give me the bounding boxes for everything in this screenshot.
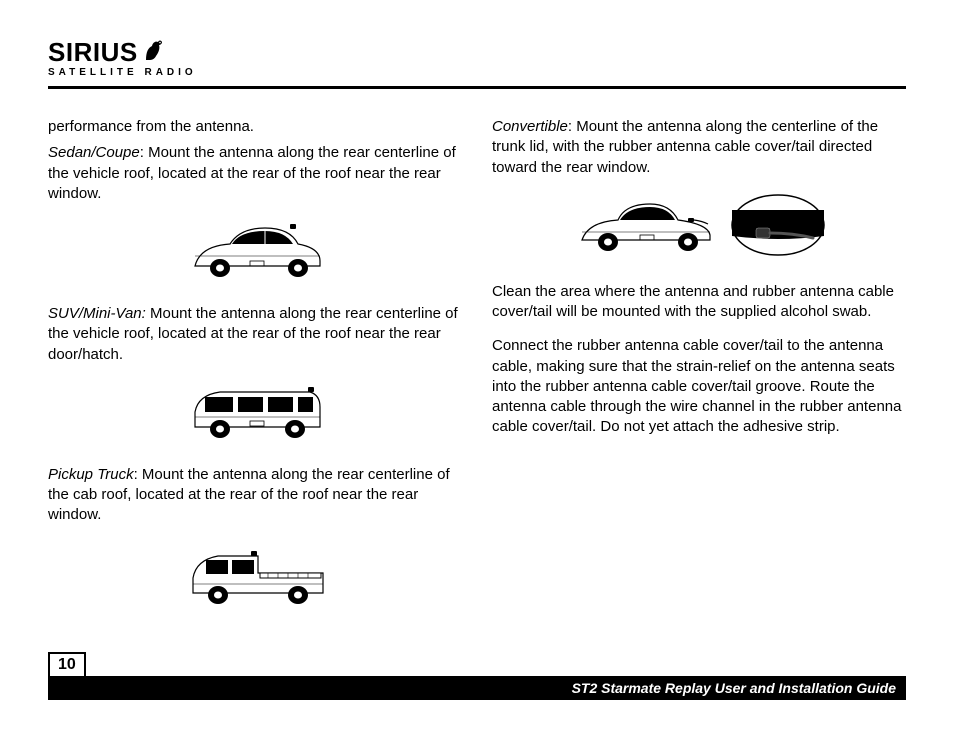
brand-logo: SIRIUS SATELLITE RADIO [48, 36, 197, 78]
page-footer: 10 ST2 Starmate Replay User and Installa… [48, 652, 906, 700]
left-column: performance from the antenna. Sedan/Coup… [48, 117, 462, 631]
antenna-detail-icon [728, 190, 828, 260]
convertible-illustration [492, 190, 906, 260]
intro-text: performance from the antenna. [48, 117, 462, 137]
pickup-illustration [48, 538, 462, 613]
suv-illustration [48, 377, 462, 447]
sedan-label: Sedan/Coupe [48, 144, 140, 161]
sedan-para: Sedan/Coupe: Mount the antenna along the… [48, 143, 462, 204]
footer-title-bar: ST2 Starmate Replay User and Installatio… [48, 676, 906, 700]
suv-label: SUV/Mini-Van: [48, 305, 146, 322]
brand-name: SIRIUS [48, 37, 138, 68]
suv-para: SUV/Mini-Van: Mount the antenna along th… [48, 304, 462, 365]
convertible-para: Convertible: Mount the antenna along the… [492, 117, 906, 178]
pickup-label: Pickup Truck [48, 466, 134, 483]
connect-para: Connect the rubber antenna cable cover/t… [492, 336, 906, 437]
sedan-illustration [48, 216, 462, 286]
brand-subtitle: SATELLITE RADIO [48, 67, 197, 78]
convertible-label: Convertible [492, 118, 568, 135]
header-rule [48, 86, 906, 89]
right-column: Convertible: Mount the antenna along the… [492, 117, 906, 631]
clean-para: Clean the area where the antenna and rub… [492, 282, 906, 323]
pickup-para: Pickup Truck: Mount the antenna along th… [48, 465, 462, 526]
dog-icon [140, 36, 166, 69]
page-number: 10 [48, 652, 86, 678]
brand-header: SIRIUS SATELLITE RADIO [48, 36, 906, 78]
content-columns: performance from the antenna. Sedan/Coup… [48, 117, 906, 631]
